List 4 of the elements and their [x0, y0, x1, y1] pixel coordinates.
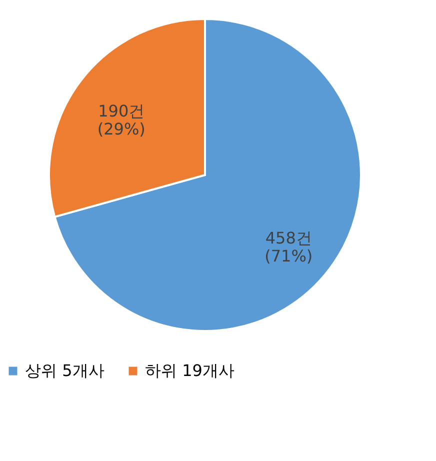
legend-label: 하위 19개사	[145, 361, 234, 380]
legend-label: 상위 5개사	[25, 361, 104, 380]
data-label: 458건 (71%)	[264, 228, 313, 266]
data-label: 190건 (29%)	[97, 101, 146, 138]
